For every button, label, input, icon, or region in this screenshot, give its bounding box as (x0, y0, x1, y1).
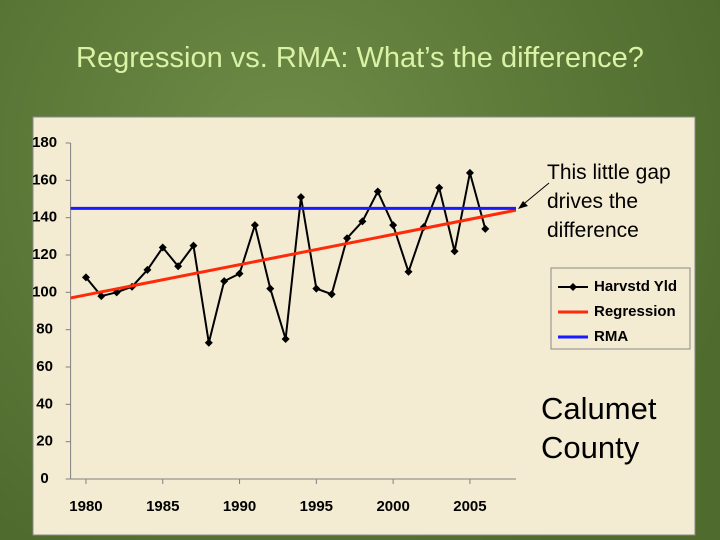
point-marker (250, 221, 259, 230)
x-tick-label: 1990 (223, 498, 256, 515)
point-marker (435, 183, 444, 192)
y-tick-label: 0 (40, 470, 48, 487)
point-marker (81, 273, 90, 282)
point-marker (235, 269, 244, 278)
point-marker (481, 224, 490, 233)
slide-title: Regression vs. RMA: What’s the differenc… (76, 42, 644, 74)
y-tick-label: 40 (36, 395, 53, 412)
y-tick-label: 80 (36, 321, 53, 338)
point-marker (266, 284, 275, 293)
point-marker (281, 335, 290, 343)
y-tick-label: 60 (36, 358, 53, 375)
point-marker (389, 221, 398, 230)
point-marker (327, 290, 336, 299)
point-marker (174, 262, 183, 271)
y-tick-label: 160 (32, 171, 57, 188)
point-marker (296, 193, 305, 202)
point-marker (204, 338, 213, 347)
x-tick-label: 1985 (146, 498, 179, 515)
point-marker (358, 217, 367, 226)
point-marker (189, 241, 198, 250)
legend-label: Regression (594, 303, 676, 320)
annotation: Calumet County (541, 391, 657, 465)
point-marker (143, 265, 152, 274)
point-marker (220, 277, 229, 286)
point-marker (158, 243, 167, 252)
point-marker (97, 292, 106, 301)
point-marker (312, 284, 321, 293)
point-marker (343, 234, 352, 243)
x-tick-label: 1995 (300, 498, 333, 515)
series-line (70, 208, 517, 300)
y-tick-label: 100 (32, 283, 57, 300)
y-tick-label: 140 (32, 209, 57, 226)
x-tick-label: 1980 (69, 498, 102, 515)
point-marker (404, 267, 413, 276)
x-tick-label: 2000 (376, 498, 409, 515)
y-tick-label: 20 (36, 433, 53, 450)
legend-label: Harvstd Yld (594, 278, 677, 295)
point-marker (465, 168, 474, 177)
legend-marker (569, 283, 577, 291)
point-marker (450, 247, 459, 256)
legend-label: RMA (594, 328, 628, 345)
annotation: This little gap drives the difference (547, 161, 671, 242)
arrow-head (518, 201, 528, 209)
y-tick-label: 180 (32, 134, 57, 151)
x-tick-label: 2005 (453, 498, 486, 515)
point-marker (373, 187, 382, 196)
y-tick-label: 120 (32, 246, 57, 263)
